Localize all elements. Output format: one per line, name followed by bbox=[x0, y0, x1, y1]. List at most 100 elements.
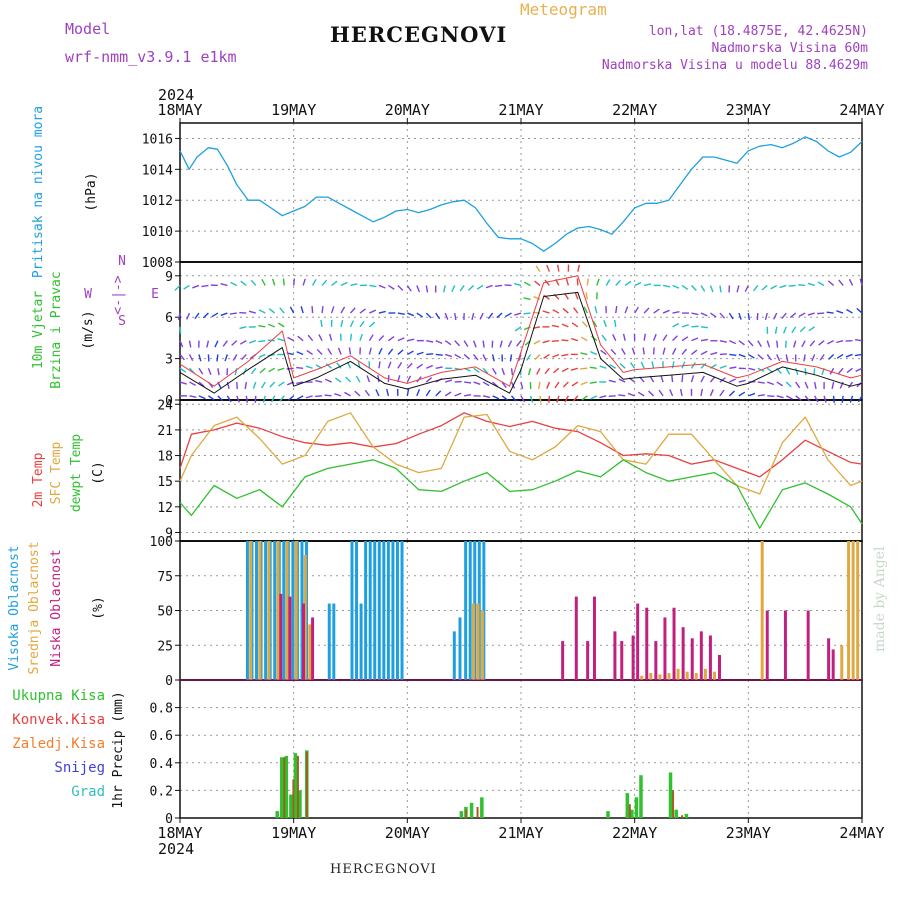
wind-arrow bbox=[788, 284, 796, 287]
wind-arrow bbox=[719, 389, 725, 397]
wind-arrow bbox=[846, 308, 853, 314]
mid-cloud-bar bbox=[694, 673, 698, 680]
y-tick-label: 3 bbox=[165, 353, 173, 368]
wind-arrow bbox=[397, 284, 404, 291]
wind-arrow bbox=[757, 381, 765, 384]
wind-arrow bbox=[744, 285, 749, 293]
wind-arrow bbox=[827, 280, 835, 286]
y-tick-label: 15 bbox=[157, 475, 173, 490]
wind-arrow bbox=[603, 320, 607, 328]
wind-arrow bbox=[776, 395, 784, 399]
wind-arrow bbox=[848, 278, 854, 286]
wind-arrow bbox=[375, 389, 380, 397]
wind-arrow bbox=[772, 312, 778, 320]
wind-arrow bbox=[564, 395, 569, 403]
total-precip-bar bbox=[298, 790, 302, 818]
wind-arrow bbox=[316, 348, 323, 355]
wind-arrow bbox=[585, 292, 588, 300]
high-cloud-bar bbox=[400, 541, 404, 680]
wind-arrow bbox=[416, 351, 424, 356]
wind-arrow bbox=[798, 312, 806, 317]
mid-cloud-bar bbox=[658, 674, 662, 680]
high-cloud-bar bbox=[355, 541, 359, 680]
wind-arrow bbox=[829, 367, 835, 375]
wind-arrow bbox=[311, 306, 314, 314]
x-tick-label-bottom: 19MAY bbox=[271, 824, 316, 842]
total-precip-bar bbox=[480, 797, 484, 818]
wind-arrow bbox=[779, 284, 787, 289]
total-precip-bar bbox=[684, 813, 689, 818]
mid-cloud-axis-label: Srednja Oblacnost bbox=[27, 541, 42, 674]
high-cloud-bar bbox=[273, 541, 277, 680]
wind-arrow bbox=[262, 395, 266, 403]
wind-arrow bbox=[329, 333, 333, 341]
x-tick-label-top: 21MAY bbox=[498, 101, 543, 119]
wind-arrow bbox=[202, 312, 209, 319]
high-cloud-bar bbox=[373, 541, 377, 680]
wind-arrow bbox=[827, 340, 834, 345]
wind-arrow bbox=[315, 395, 323, 398]
wind-arrow bbox=[615, 279, 621, 286]
y-tick-label: 0.6 bbox=[150, 729, 173, 744]
compass-south: S bbox=[118, 314, 126, 329]
wind-arrow bbox=[651, 361, 655, 369]
conv-precip-bar bbox=[283, 757, 286, 818]
wind-arrow bbox=[562, 307, 569, 314]
wind-arrow bbox=[795, 368, 799, 376]
wind-arrow bbox=[534, 353, 541, 360]
low-cloud-bar bbox=[288, 596, 292, 680]
wind-arrow bbox=[624, 306, 629, 314]
wind-arrow bbox=[277, 367, 285, 372]
wind-arrow bbox=[349, 307, 356, 314]
wind-arrow bbox=[236, 395, 240, 403]
high-cloud-bar bbox=[282, 541, 286, 680]
wind-arrow bbox=[719, 285, 722, 293]
wind-arrow bbox=[629, 362, 636, 369]
low-cloud-bar bbox=[636, 603, 640, 680]
wind-arrow bbox=[435, 353, 443, 356]
wind-arrow bbox=[700, 350, 708, 356]
wind-arrow bbox=[615, 306, 618, 314]
mid-cloud-bar bbox=[847, 541, 851, 680]
wind-arrow bbox=[553, 367, 560, 374]
low-cloud-bar bbox=[681, 627, 685, 680]
y-tick-label: 1012 bbox=[142, 194, 173, 209]
wind-arrow bbox=[847, 381, 854, 389]
wind-arrow bbox=[445, 379, 453, 383]
wind-arrow bbox=[327, 348, 333, 355]
wind-arrow bbox=[179, 340, 184, 348]
wind-arrow bbox=[621, 348, 626, 355]
wind-arrow bbox=[857, 395, 863, 403]
wind-arrow bbox=[523, 297, 531, 300]
wind-arrow bbox=[507, 340, 513, 348]
wind-arrow bbox=[444, 340, 452, 346]
wind-arrow bbox=[397, 337, 405, 342]
wind-arrow bbox=[337, 347, 342, 355]
wind-arrow bbox=[244, 381, 247, 390]
low-cloud-bar bbox=[279, 593, 283, 680]
wind-arrow bbox=[305, 395, 313, 399]
wind-arrow bbox=[837, 367, 844, 375]
wind-speed-series bbox=[179, 291, 863, 394]
mid-cloud-bar bbox=[303, 554, 307, 680]
low-cloud-bar bbox=[592, 596, 596, 680]
low-cloud-bar bbox=[631, 635, 635, 680]
wind-arrow bbox=[539, 395, 542, 403]
wind-arrow bbox=[700, 326, 709, 329]
wind-arrow bbox=[473, 367, 480, 373]
wind-arrow bbox=[183, 284, 190, 290]
wind-arrow bbox=[198, 367, 204, 375]
y-tick-label: 100 bbox=[150, 535, 173, 550]
wind-arrow bbox=[781, 312, 787, 319]
total-precip-bar bbox=[289, 794, 293, 818]
wind-arrow bbox=[580, 336, 588, 342]
precip-legend-item: Ukupna Kisa bbox=[12, 688, 105, 704]
wind-arrow bbox=[526, 354, 532, 361]
wind-axis-label-2: Brzina i Pravac bbox=[49, 271, 64, 388]
wind-arrow bbox=[679, 388, 683, 397]
wind-arrow bbox=[709, 389, 714, 397]
meteogram-label: Meteogram bbox=[520, 0, 607, 19]
wind-arrow bbox=[354, 390, 361, 397]
wind-arrow bbox=[179, 381, 187, 385]
low-cloud-bar bbox=[301, 603, 305, 680]
